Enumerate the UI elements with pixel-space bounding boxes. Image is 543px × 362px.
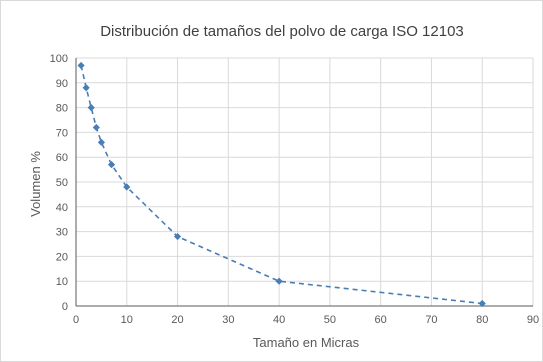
y-tick-label-50: 50: [56, 177, 68, 189]
y-tick-label-40: 40: [56, 202, 68, 214]
chart-title: Distribución de tamaños del polvo de car…: [100, 23, 464, 40]
x-tick-label-70: 70: [425, 314, 437, 326]
x-tick-label-0: 0: [73, 314, 79, 326]
x-tick-label-10: 10: [121, 314, 133, 326]
data-point-0-5: [107, 161, 116, 169]
x-tick-label-80: 80: [476, 314, 488, 326]
x-tick-label-20: 20: [171, 314, 183, 326]
data-point-0-7: [173, 232, 182, 241]
grid: [76, 57, 534, 306]
x-tick-label-90: 90: [527, 314, 539, 326]
x-tick-label-30: 30: [222, 314, 234, 326]
data-point-0-8: [275, 277, 283, 285]
y-tick-label-30: 30: [56, 227, 68, 239]
data-point-0-4: [97, 138, 105, 146]
y-tick-label-70: 70: [56, 127, 68, 139]
data-point-0-6: [123, 183, 131, 191]
y-tick-label-60: 60: [56, 152, 68, 164]
axes: [75, 58, 533, 307]
y-tick-label-90: 90: [56, 78, 68, 90]
x-tick-label-60: 60: [375, 314, 387, 326]
y-tick-label-10: 10: [56, 276, 68, 288]
y-tick-label-80: 80: [56, 103, 68, 115]
y-axis-label: Volumen %: [28, 151, 43, 217]
data-point-0-3: [92, 123, 100, 132]
data-series: [77, 61, 486, 308]
data-point-0-9: [478, 299, 486, 308]
y-tick-label-0: 0: [62, 301, 68, 313]
data-point-0-0: [77, 61, 85, 70]
y-tick-label-100: 100: [50, 53, 68, 65]
x-axis-label: Tamaño en Micras: [253, 335, 360, 350]
x-tick-label-50: 50: [324, 314, 336, 326]
tick-labels: 0 10 20 30 40 50 60 70 80 90 100 0 10 20 30 40 50 60 70 80 9…: [50, 53, 539, 326]
x-tick-label-40: 40: [273, 314, 285, 326]
series-line-0: [80, 65, 483, 305]
data-point-0-2: [87, 104, 95, 112]
y-tick-label-20: 20: [56, 251, 68, 263]
data-point-0-1: [82, 84, 90, 92]
